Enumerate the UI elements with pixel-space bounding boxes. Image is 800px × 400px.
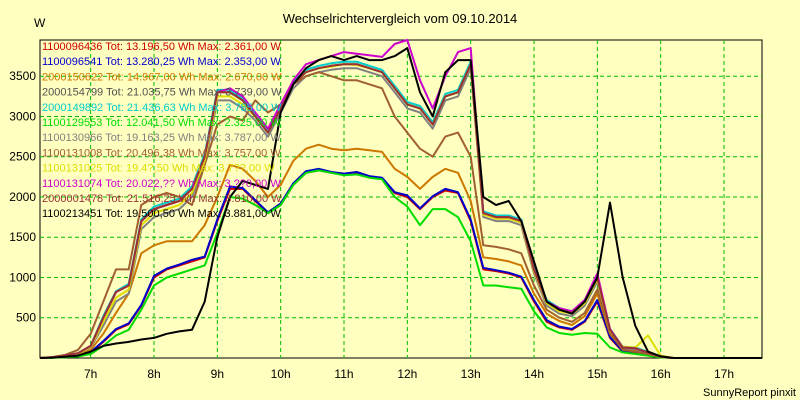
legend-entry: 2000001478 Tot: 21.516,25 Wh Max: 3.810,… <box>42 193 282 205</box>
footer-credit: SunnyReport pinxit <box>703 387 796 399</box>
legend-entry: 1100131025 Tot: 19.4?,50 Wh Max: 3.7??,0… <box>42 163 275 175</box>
legend-entry: 1100131074 Tot: 20.022,?? Wh Max: 3.??0,… <box>42 178 281 190</box>
axes: 500 1000 1500 2000 2500 3000 3500 7h 8h 9h 10h 11h 1… <box>9 69 734 381</box>
legend-entry: 1100096541 Tot: 13.280,25 Wh Max: 2.353,… <box>42 56 281 68</box>
y-tick-label: 1500 <box>9 230 36 244</box>
series-line-8 <box>39 71 762 359</box>
series-line-12 <box>39 47 762 359</box>
x-tick-label: 16h <box>651 367 671 381</box>
x-tick-label: 9h <box>211 367 224 381</box>
x-tick-label: 15h <box>587 367 607 381</box>
y-tick-label: 1000 <box>9 270 36 284</box>
series-layer <box>39 39 762 359</box>
y-tick-label: 3500 <box>9 69 36 83</box>
legend-entry: 1100096436 Tot: 13.196,50 Wh Max: 2.361,… <box>42 41 281 53</box>
legend: 1100096436 Tot: 13.196,50 Wh Max: 2.361,… <box>42 41 282 220</box>
y-tick-label: 2500 <box>9 150 36 164</box>
x-tick-label: 10h <box>271 367 291 381</box>
series-line-11 <box>39 63 762 359</box>
x-tick-label: 8h <box>147 367 160 381</box>
legend-entry: 1100130966 Tot: 19.163,25 Wh Max: 3.787,… <box>42 132 281 144</box>
x-tick-label: 13h <box>461 367 481 381</box>
y-axis-label: W <box>34 16 46 30</box>
x-tick-label: 12h <box>397 367 417 381</box>
legend-entry: 1100213451 Tot: 19.500,50 Wh Max: 3.881,… <box>42 208 281 220</box>
legend-entry: 2000154799 Tot: 21.035,75 Wh Max: 3.739,… <box>42 87 282 99</box>
x-tick-label: 7h <box>84 367 97 381</box>
legend-entry: 2000149892 Tot: 21.436,63 Wh Max: 3.785,… <box>42 102 282 114</box>
legend-entry: 1100131008 Tot: 20.496,38 Wh Max: 3.757,… <box>42 147 281 159</box>
x-tick-label: 14h <box>524 367 544 381</box>
x-tick-label: 11h <box>334 367 353 381</box>
y-tick-label: 500 <box>16 311 36 325</box>
y-tick-label: 3000 <box>9 109 36 123</box>
legend-entry: 1100129553 Tot: 12.041,50 Wh Max: 2.325,… <box>42 117 281 129</box>
y-tick-label: 2000 <box>9 190 36 204</box>
legend-entry: 2000150622 Tot: 14.967,00 Wh Max: 2.670,… <box>42 71 282 83</box>
x-tick-label: 17h <box>714 367 734 381</box>
chart-title: Wechselrichtervergleich vom 09.10.2014 <box>283 11 518 26</box>
series-line-6 <box>39 169 762 359</box>
